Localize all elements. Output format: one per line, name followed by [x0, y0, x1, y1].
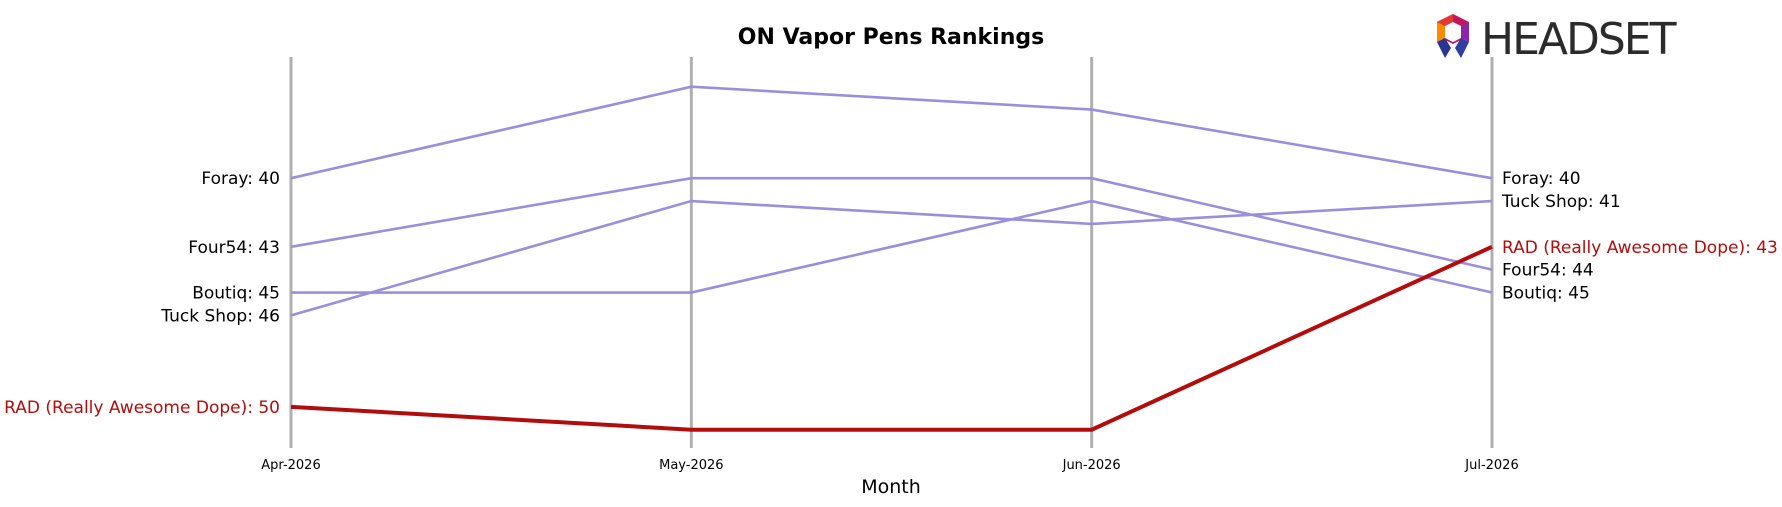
x-tick-label: Jun-2026: [1062, 458, 1121, 473]
start-label-rad-really-awesome-dope: RAD (Really Awesome Dope): 50: [4, 398, 280, 418]
series-line-tuck-shop: [290, 199, 1493, 317]
x-tick-label: May-2026: [659, 458, 723, 473]
headset-logo-text: HEADSET: [1481, 14, 1677, 65]
start-label-four54: Four54: 43: [188, 238, 280, 258]
end-label-foray: Foray: 40: [1502, 169, 1581, 189]
end-label-boutiq: Boutiq: 45: [1502, 284, 1590, 304]
series-line-rad-really-awesome-dope: [290, 244, 1493, 432]
start-label-boutiq: Boutiq: 45: [192, 284, 280, 304]
headset-logo: HEADSET: [1437, 14, 1679, 65]
x-axis-label: Month: [861, 476, 921, 498]
x-tick-label: Apr-2026: [261, 458, 320, 473]
start-label-foray: Foray: 40: [201, 169, 280, 189]
chart-title: ON Vapor Pens Rankings: [738, 25, 1044, 50]
end-label-rad-really-awesome-dope: RAD (Really Awesome Dope): 43: [1502, 238, 1778, 258]
headset-logo-icon: [1437, 14, 1469, 58]
series-lines: [290, 85, 1493, 432]
end-label-tuck-shop: Tuck Shop: 41: [1501, 192, 1621, 212]
series-line-foray: [290, 85, 1493, 180]
series-line-boutiq: [291, 199, 1493, 294]
start-label-tuck-shop: Tuck Shop: 46: [160, 306, 280, 326]
x-tick-label: Jul-2026: [1464, 458, 1518, 473]
end-label-four54: Four54: 44: [1502, 261, 1594, 281]
series-line-four54: [290, 176, 1493, 271]
month-axes: Apr-2026 May-2026 Jun-2026 Jul-2026: [261, 57, 1519, 473]
